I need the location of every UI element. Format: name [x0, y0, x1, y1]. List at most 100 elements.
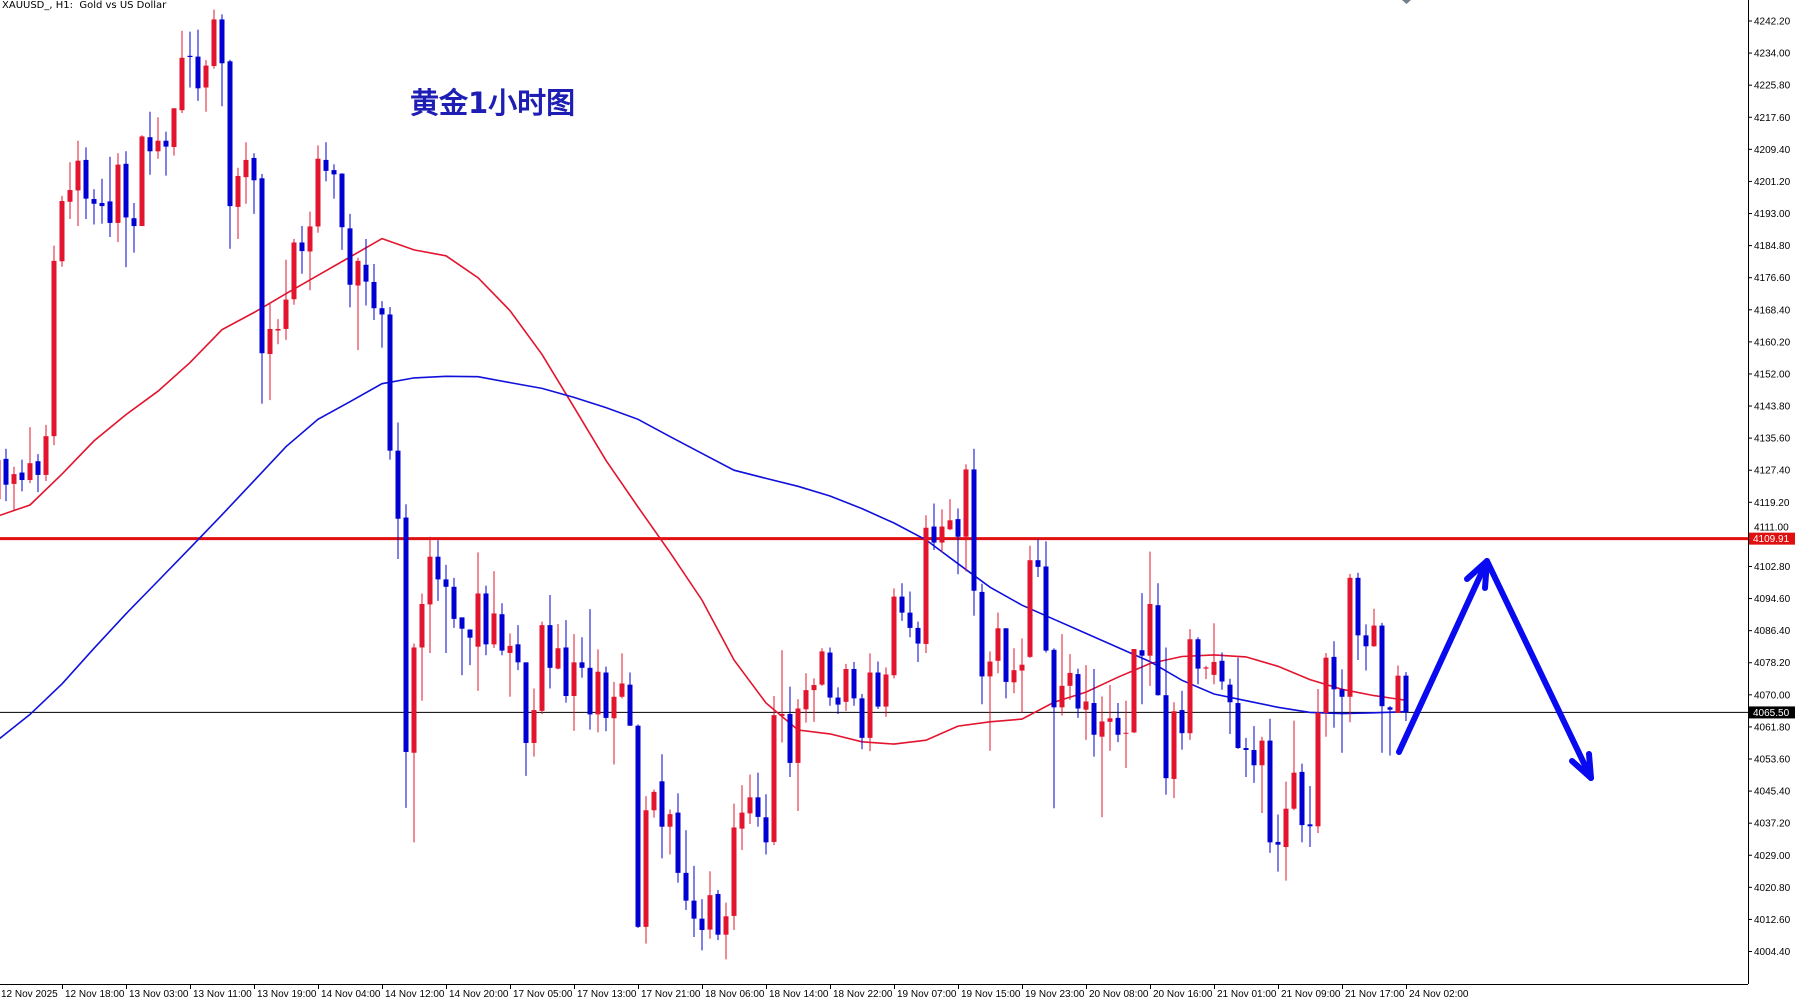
- candle: [395, 422, 401, 560]
- candle: [1059, 634, 1065, 716]
- candle: [267, 303, 273, 401]
- candle-body: [603, 672, 609, 718]
- candle: [1171, 702, 1177, 799]
- candle-body: [987, 661, 993, 677]
- candle: [931, 503, 937, 551]
- candle: [771, 695, 777, 846]
- candle-body: [555, 648, 561, 669]
- price-tick-label: 4086.40: [1754, 626, 1791, 637]
- candle: [1275, 814, 1281, 872]
- candle: [11, 466, 17, 511]
- candle: [1283, 781, 1289, 881]
- candle: [59, 195, 65, 267]
- candle-body: [835, 697, 841, 705]
- candle: [99, 178, 105, 224]
- candle: [691, 865, 697, 938]
- candle: [539, 621, 545, 714]
- candle-body: [611, 696, 617, 719]
- candle-body: [963, 469, 969, 537]
- candle: [651, 789, 657, 818]
- candle: [971, 448, 977, 616]
- candle: [443, 564, 449, 653]
- candle-body: [1323, 657, 1329, 713]
- candle-body: [875, 672, 881, 707]
- candle: [0, 460, 1, 500]
- candle-body: [107, 201, 113, 223]
- candle-body: [707, 895, 713, 930]
- candle-body: [275, 328, 281, 331]
- chart-title: 黄金1小时图: [410, 86, 576, 120]
- candle-body: [451, 586, 457, 619]
- candle-body: [259, 178, 265, 354]
- candle-body: [67, 190, 73, 202]
- candle: [371, 263, 377, 320]
- candle: [35, 454, 41, 493]
- candle: [1259, 736, 1265, 813]
- candle-body: [3, 458, 9, 485]
- candle: [835, 687, 841, 714]
- candle: [779, 650, 785, 743]
- candle-body: [675, 812, 681, 873]
- candle-body: [179, 57, 185, 111]
- candle: [499, 603, 505, 656]
- price-tick-label: 4037.20: [1754, 819, 1791, 830]
- candle: [419, 593, 425, 701]
- time-tick-label: 18 Nov 06:00: [705, 989, 765, 999]
- candle: [259, 173, 265, 404]
- candle: [795, 699, 801, 812]
- candle-body: [1011, 670, 1017, 683]
- candle-body: [1163, 695, 1169, 779]
- candle-body: [1211, 661, 1217, 675]
- price-tick-label: 4209.40: [1754, 145, 1791, 156]
- candle: [883, 667, 889, 717]
- candle: [707, 871, 713, 939]
- candle: [739, 785, 745, 851]
- candle-body: [467, 629, 473, 638]
- candle-body: [251, 157, 257, 181]
- time-tick-label: 19 Nov 15:00: [961, 989, 1021, 999]
- candle-body: [1395, 675, 1401, 713]
- candle-body: [83, 159, 89, 199]
- candle: [715, 890, 721, 941]
- candle-body: [195, 56, 201, 89]
- candle-body: [811, 685, 817, 691]
- candle-body: [243, 159, 249, 178]
- candle: [763, 794, 769, 855]
- price-tick-label: 4127.40: [1754, 466, 1791, 477]
- chart-shift-marker-icon[interactable]: [1402, 0, 1411, 4]
- candle: [1291, 720, 1297, 811]
- candle-body: [883, 674, 889, 707]
- candle-body: [547, 625, 553, 668]
- candle-body: [819, 651, 825, 685]
- candle-body: [307, 226, 313, 252]
- candle: [1091, 668, 1097, 757]
- candle: [1363, 624, 1369, 671]
- candle: [747, 774, 753, 824]
- candle: [811, 678, 817, 722]
- candle: [19, 459, 25, 492]
- resistance-price-badge: [1749, 532, 1795, 545]
- candle: [1203, 665, 1209, 680]
- candle: [1131, 649, 1137, 734]
- candle: [411, 643, 417, 843]
- candle-body: [803, 690, 809, 710]
- candle: [147, 111, 153, 175]
- candle: [899, 583, 905, 621]
- candle-body: [499, 614, 505, 651]
- time-tick-label: 24 Nov 02:00: [1409, 989, 1469, 999]
- time-tick-label: 21 Nov 09:00: [1281, 989, 1341, 999]
- candle: [67, 162, 73, 219]
- candle: [643, 796, 649, 944]
- candle: [1307, 785, 1313, 848]
- candle-body: [587, 667, 593, 715]
- candle-body: [515, 644, 521, 663]
- candle: [171, 108, 177, 156]
- candle: [819, 648, 825, 686]
- candle: [331, 164, 337, 199]
- candle: [459, 617, 465, 676]
- candle: [51, 245, 57, 446]
- candle-body: [1275, 841, 1281, 845]
- candle: [875, 661, 881, 709]
- candle: [91, 189, 97, 225]
